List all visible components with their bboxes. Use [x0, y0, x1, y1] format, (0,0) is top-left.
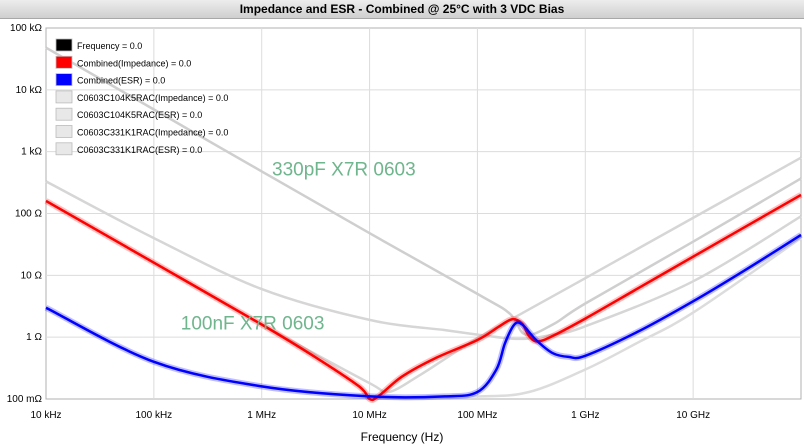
legend: Frequency = 0.0 Combined(Impedance) = 0.0… — [55, 38, 228, 156]
legend-swatch — [55, 107, 73, 121]
y-tick-label: 100 kΩ — [10, 23, 42, 34]
legend-item[interactable]: Frequency = 0.0 — [55, 38, 142, 52]
annotations: 330pF X7R 0603 100nF X7R 0603 — [181, 159, 416, 334]
legend-swatch — [55, 55, 73, 69]
x-tick-label: 10 GHz — [676, 410, 710, 421]
legend-item[interactable]: Combined(Impedance) = 0.0 — [55, 55, 191, 69]
legend-label: Combined(ESR) = 0.0 — [77, 76, 165, 86]
chart-title: Impedance and ESR - Combined @ 25°C with… — [0, 0, 804, 19]
x-tick-label: 10 kHz — [30, 410, 61, 421]
y-tick-label: 10 Ω — [21, 270, 43, 281]
chart-canvas: 10 kHz 100 kHz 1 MHz 10 MHz 100 MHz 1 GHz 10 G… — [7, 23, 803, 421]
legend-item[interactable]: C0603C104K5RAC(ESR) = 0.0 — [55, 107, 202, 121]
legend-label: Combined(Impedance) = 0.0 — [77, 58, 191, 68]
legend-swatch — [55, 125, 73, 138]
combined-impedance-line — [45, 193, 802, 402]
x-tick-label: 100 kHz — [136, 410, 173, 421]
y-tick-label: 1 kΩ — [21, 147, 42, 158]
legend-swatch — [55, 73, 73, 86]
legend-item[interactable]: C0603C331K1RAC(ESR) = 0.0 — [55, 142, 202, 156]
y-tick-label: 100 mΩ — [7, 394, 43, 405]
legend-label: Frequency = 0.0 — [77, 41, 142, 51]
c331-impedance-line — [45, 46, 802, 337]
legend-swatch — [55, 38, 73, 52]
x-tick-label: 100 MHz — [457, 410, 497, 421]
x-tick-label: 1 GHz — [571, 410, 599, 421]
combined-esr-line — [45, 233, 802, 399]
x-tick-label: 10 MHz — [352, 410, 386, 421]
legend-swatch — [55, 90, 73, 104]
y-tick-label: 1 Ω — [26, 332, 42, 343]
legend-item[interactable]: C0603C331K1RAC(Impedance) = 0.0 — [55, 125, 228, 138]
y-tick-label: 100 Ω — [15, 209, 42, 220]
series-lines — [44, 46, 803, 403]
y-tick-label: 10 kΩ — [16, 85, 43, 96]
legend-label: C0603C104K5RAC(ESR) = 0.0 — [77, 110, 202, 120]
x-tick-label: 1 MHz — [247, 410, 276, 421]
legend-label: C0603C104K5RAC(Impedance) = 0.0 — [77, 93, 228, 103]
legend-swatch — [55, 142, 73, 156]
x-axis-label: Frequency (Hz) — [360, 430, 444, 444]
legend-label: C0603C331K1RAC(Impedance) = 0.0 — [77, 128, 228, 138]
legend-label: C0603C331K1RAC(ESR) = 0.0 — [77, 145, 202, 155]
grid-lines — [46, 28, 801, 399]
annotation-label: 330pF X7R 0603 — [272, 159, 416, 180]
axis-ticks: 10 kHz 100 kHz 1 MHz 10 MHz 100 MHz 1 GHz 10 G… — [7, 23, 710, 421]
legend-item[interactable]: Combined(ESR) = 0.0 — [55, 73, 165, 86]
annotation-label: 100nF X7R 0603 — [181, 313, 325, 334]
legend-item[interactable]: C0603C104K5RAC(Impedance) = 0.0 — [55, 90, 228, 104]
